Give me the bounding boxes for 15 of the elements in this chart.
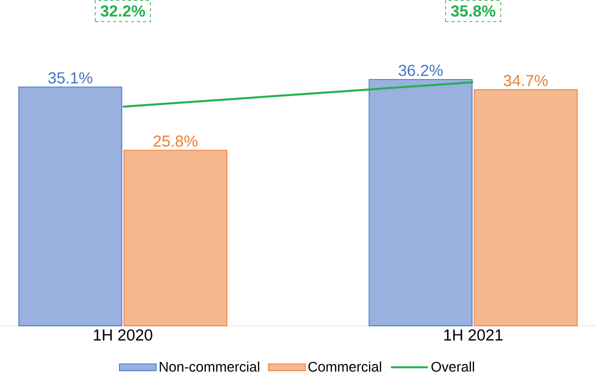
data-label: 25.8%	[154, 135, 198, 147]
bar	[368, 79, 473, 326]
data-label: 35.1%	[48, 72, 92, 84]
x-tick-label: 1H 2020	[94, 329, 152, 341]
bar	[18, 86, 122, 326]
bar	[474, 89, 578, 326]
bar	[123, 150, 228, 326]
data-label: 32.2%	[100, 5, 145, 17]
data-label: 34.7%	[504, 74, 548, 86]
legend-label: Overall	[431, 361, 474, 372]
x-tick-label: 1H 2021	[444, 329, 502, 341]
data-label: 35.8%	[450, 5, 496, 17]
legend-label: Non-commercial	[160, 361, 260, 372]
legend-label: Commercial	[308, 361, 382, 372]
data-label: 36.2%	[398, 64, 443, 76]
